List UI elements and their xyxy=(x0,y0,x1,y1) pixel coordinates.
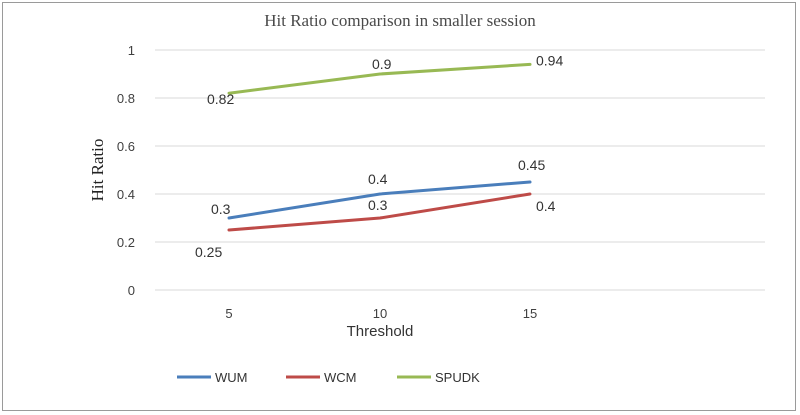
y-tick-label: 0.6 xyxy=(117,139,135,154)
x-axis-title: Threshold xyxy=(347,323,414,340)
y-tick-labels: 0 0.2 0.4 0.6 0.8 1 xyxy=(117,43,135,298)
legend-label: WCM xyxy=(324,370,357,385)
data-label: 0.45 xyxy=(518,157,545,173)
x-tick-label: 10 xyxy=(373,306,387,321)
y-tick-label: 0 xyxy=(128,283,135,298)
legend-label: WUM xyxy=(215,370,248,385)
legend: WUM WCM SPUDK xyxy=(177,370,480,385)
x-tick-label: 5 xyxy=(225,306,232,321)
series-line-wum xyxy=(227,180,532,220)
gridlines xyxy=(155,49,765,291)
legend-item-wcm: WCM xyxy=(286,370,357,385)
data-label: 0.94 xyxy=(536,52,563,68)
legend-label: SPUDK xyxy=(435,370,480,385)
series-line-wcm xyxy=(227,192,532,232)
y-tick-label: 0.8 xyxy=(117,91,135,106)
data-label: 0.3 xyxy=(368,197,388,213)
data-label: 0.82 xyxy=(207,91,234,107)
series-line-spudk xyxy=(227,62,532,95)
y-tick-label: 0.2 xyxy=(117,235,135,250)
y-tick-label: 1 xyxy=(128,43,135,58)
series-lines xyxy=(227,62,532,232)
data-label: 0.3 xyxy=(211,201,231,217)
data-label: 0.9 xyxy=(372,56,392,72)
y-axis-title: Hit Ratio xyxy=(88,139,107,202)
data-label: 0.4 xyxy=(368,171,388,187)
data-label: 0.4 xyxy=(536,198,556,214)
legend-item-wum: WUM xyxy=(177,370,248,385)
legend-item-spudk: SPUDK xyxy=(397,370,480,385)
x-tick-labels: 5 10 15 xyxy=(225,306,537,321)
chart-frame xyxy=(2,2,796,411)
data-labels: 0.3 0.4 0.45 0.25 0.3 0.4 0.82 0.9 0.94 xyxy=(195,52,563,260)
chart-title: Hit Ratio comparison in smaller session xyxy=(264,11,536,30)
y-tick-label: 0.4 xyxy=(117,187,135,202)
x-tick-label: 15 xyxy=(523,306,537,321)
data-label: 0.25 xyxy=(195,244,222,260)
